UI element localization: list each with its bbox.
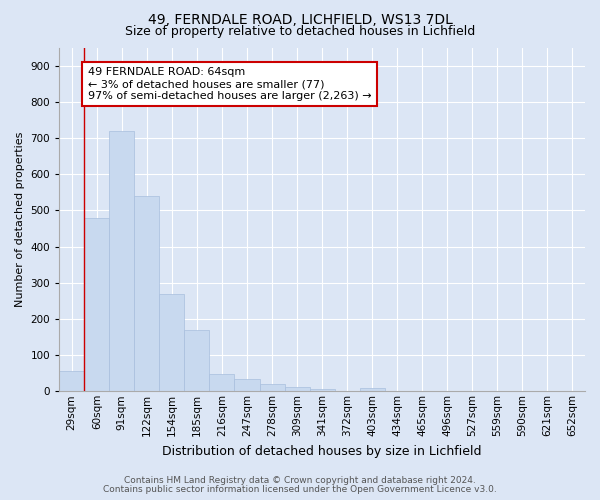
Bar xyxy=(160,294,184,392)
Text: 49, FERNDALE ROAD, LICHFIELD, WS13 7DL: 49, FERNDALE ROAD, LICHFIELD, WS13 7DL xyxy=(148,12,452,26)
Bar xyxy=(209,374,235,392)
Bar xyxy=(260,384,284,392)
Bar xyxy=(359,388,385,392)
Bar xyxy=(109,132,134,392)
Bar xyxy=(184,330,209,392)
Y-axis label: Number of detached properties: Number of detached properties xyxy=(15,132,25,307)
Text: Contains HM Land Registry data © Crown copyright and database right 2024.: Contains HM Land Registry data © Crown c… xyxy=(124,476,476,485)
Bar xyxy=(235,380,260,392)
Text: 49 FERNDALE ROAD: 64sqm
← 3% of detached houses are smaller (77)
97% of semi-det: 49 FERNDALE ROAD: 64sqm ← 3% of detached… xyxy=(88,68,371,100)
Bar xyxy=(84,218,109,392)
X-axis label: Distribution of detached houses by size in Lichfield: Distribution of detached houses by size … xyxy=(163,444,482,458)
Bar xyxy=(59,370,84,392)
Text: Contains public sector information licensed under the Open Government Licence v3: Contains public sector information licen… xyxy=(103,484,497,494)
Bar xyxy=(284,386,310,392)
Bar xyxy=(134,196,160,392)
Bar xyxy=(310,390,335,392)
Text: Size of property relative to detached houses in Lichfield: Size of property relative to detached ho… xyxy=(125,25,475,38)
